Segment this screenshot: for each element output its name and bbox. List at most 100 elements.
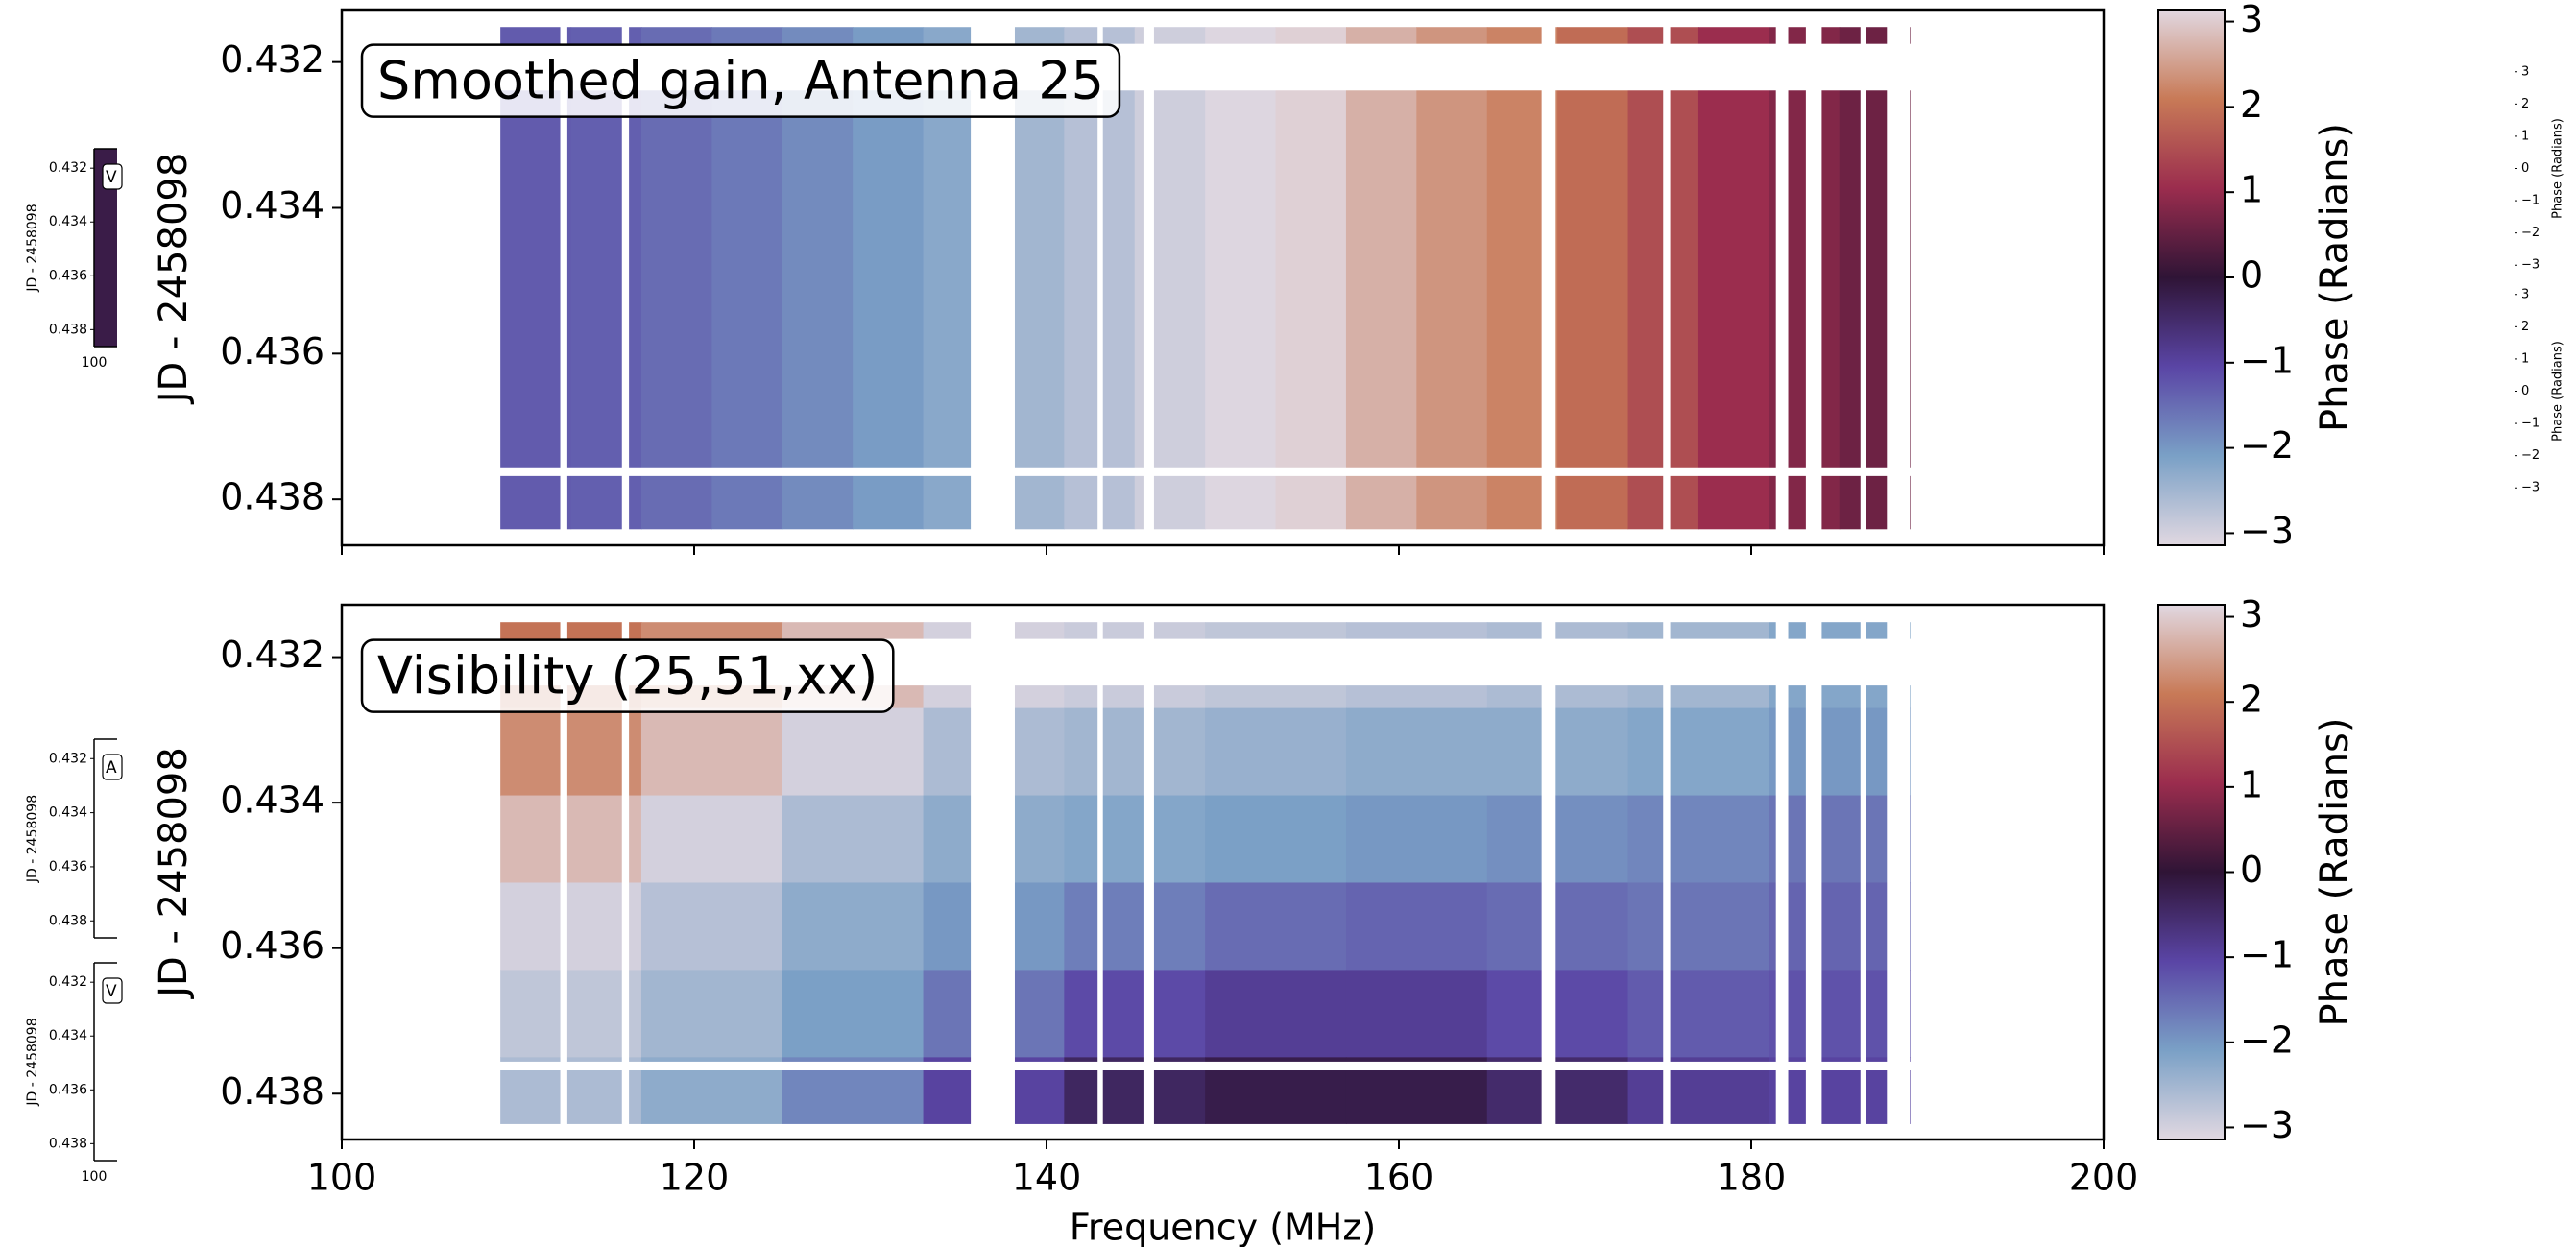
masked-channels [621, 11, 630, 544]
thumbnail-y-tick-label: 0.432 [49, 751, 87, 766]
colorbar-thumb-tick-label: 3 [2521, 287, 2529, 301]
heatmap-cell [782, 970, 925, 1058]
heatmap-cell [1486, 970, 1629, 1058]
heatmap-cell [1275, 27, 1347, 530]
masked-channels [1805, 606, 1822, 1139]
panel-title: Visibility (25,51,xx) [377, 646, 878, 707]
colorbar-thumb-tick-label: 1 [2521, 129, 2529, 143]
masked-channels [1860, 11, 1866, 544]
colorbar-tick-label: 1 [2240, 763, 2263, 805]
colorbar-tick-label: 0 [2240, 849, 2263, 891]
thumbnail-y-tick-label: 0.438 [49, 913, 87, 928]
thumbnail: A 0.432 0.434 0.436 0.438 JD - 2458098 [25, 738, 123, 939]
colorbar-thumb-tick-label: −1 [2521, 194, 2540, 208]
heatmap-cell [1345, 27, 1417, 530]
heatmap-cell [1205, 970, 1347, 1058]
colorbar-tick-label: 1 [2240, 169, 2263, 211]
masked-channels [1097, 11, 1103, 544]
heatmap-cell [1769, 970, 1911, 1058]
heatmap-cell [1486, 707, 1629, 797]
heatmap-cell [1416, 27, 1488, 530]
thumbnail-title: V [106, 982, 117, 1001]
heatmap-cell [1769, 707, 1911, 797]
heatmap-cell [1345, 795, 1488, 884]
colorbar-thumb-label: Phase (Radians) [2551, 341, 2565, 442]
heatmap-cell [782, 882, 925, 971]
y-tick-label: 0.436 [220, 924, 325, 967]
x-tick-label: 160 [1364, 1157, 1434, 1199]
colorbar-thumb-tick-label: −3 [2521, 481, 2540, 495]
y-tick-label: 0.438 [220, 1070, 325, 1113]
thumbnail-y-tick-label: 0.434 [49, 805, 87, 821]
axes-frame [340, 603, 2106, 1141]
thumbnail-title: A [106, 758, 117, 778]
colorbar-label: Phase (Radians) [2313, 718, 2357, 1027]
heatmap-cell [1769, 795, 1911, 884]
masked-channels [1097, 606, 1103, 1139]
x-axis-label: Frequency (MHz) [1070, 1207, 1376, 1247]
masked-times [343, 1061, 2103, 1071]
masked-times [343, 467, 2103, 476]
thumbnail-y-tick-label: 0.436 [49, 859, 87, 875]
heatmap-cell [500, 707, 642, 797]
colorbar-tick-label: 2 [2240, 84, 2263, 126]
masked-channels [1663, 11, 1671, 544]
colorbar-thumb-tick-label: 2 [2521, 320, 2529, 334]
colorbar-tick-label: −3 [2240, 510, 2294, 552]
masked-channels [1860, 606, 1866, 1139]
thumbnail-y-tick-label: 0.434 [49, 1028, 87, 1043]
heatmap-cell [1486, 882, 1629, 971]
colorbar-thumb-tick-label: −2 [2521, 226, 2540, 240]
thumbnail-y-label: JD - 2458098 [25, 204, 40, 292]
masked-channels [560, 11, 567, 544]
heatmap-cell [1627, 707, 1769, 797]
thumbnail-y-label: JD - 2458098 [25, 1018, 40, 1106]
colorbar-tick-label: 3 [2240, 0, 2263, 40]
panel-title: Smoothed gain, Antenna 25 [377, 51, 1104, 111]
masked-channels [1663, 606, 1671, 1139]
colorbar-thumb-tick-label: 2 [2521, 97, 2529, 111]
heatmap-cell [640, 707, 783, 797]
heatmap-cell [500, 882, 642, 971]
colorbar-tick-label: −3 [2240, 1104, 2294, 1146]
masked-channels [1143, 606, 1154, 1139]
masked-channels [1887, 606, 1911, 1139]
y-tick-label: 0.434 [220, 184, 325, 227]
colorbar-label: Phase (Radians) [2313, 123, 2357, 432]
heatmap-cell [1557, 27, 1629, 530]
heatmap-cell [500, 970, 642, 1058]
thumbnail-y-tick-label: 0.436 [49, 268, 87, 283]
colorbar-thumb-tick-label: 1 [2521, 351, 2529, 366]
y-tick-label: 0.432 [220, 634, 325, 676]
colorbar-thumb-tick-label: 3 [2521, 64, 2529, 79]
heatmap-cell [640, 970, 783, 1058]
masked-channels [1541, 606, 1556, 1139]
colorbar-tick-label: −2 [2240, 424, 2294, 467]
x-tick-label: 100 [307, 1157, 377, 1199]
heatmap-cell [1064, 882, 1206, 971]
thumbnail-y-tick-label: 0.438 [49, 322, 87, 337]
colorbar-thumb-tick-label: 0 [2521, 161, 2529, 176]
heatmap-cell [1345, 882, 1488, 971]
y-tick-label: 0.432 [220, 38, 325, 81]
colorbar-thumbnail: 3 2 1 0 −1 −2 −3 Phase (Radians) [2515, 64, 2565, 273]
thumbnail-title-box [102, 754, 123, 780]
colorbar-thumb-tick-label: 0 [2521, 384, 2529, 398]
heatmap-cell [1627, 970, 1769, 1058]
masked-channels [1887, 11, 1911, 544]
heatmap-cell [1627, 795, 1769, 884]
heatmap-cell [640, 882, 783, 971]
colorbar [2157, 604, 2226, 1140]
colorbar-thumb-label: Phase (Radians) [2551, 118, 2565, 219]
title-box [360, 638, 895, 713]
colorbar-thumbnail: 3 2 1 0 −1 −2 −3 Phase (Radians) [2515, 287, 2565, 495]
x-tick-label: 140 [1012, 1157, 1082, 1199]
colorbar [2157, 9, 2226, 546]
heatmap-cell [1064, 970, 1206, 1058]
heatmap-cell [1345, 970, 1488, 1058]
heatmap-cell [1345, 707, 1488, 797]
masked-channels [1775, 606, 1789, 1139]
masked-channels [1775, 11, 1789, 544]
title-box [360, 43, 1121, 118]
